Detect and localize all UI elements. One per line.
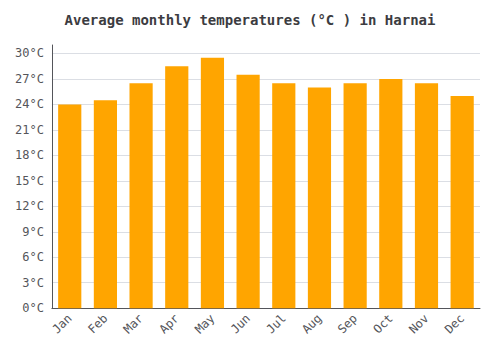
svg-text:24°C: 24°C	[15, 97, 44, 111]
svg-text:21°C: 21°C	[15, 123, 44, 137]
svg-text:Average monthly temperatures (: Average monthly temperatures (°C ) in Ha…	[65, 12, 436, 28]
svg-text:15°C: 15°C	[15, 174, 44, 188]
svg-text:Oct: Oct	[371, 311, 396, 336]
svg-text:6°C: 6°C	[22, 250, 44, 264]
svg-text:Aug: Aug	[299, 311, 324, 336]
svg-text:30°C: 30°C	[15, 46, 44, 60]
svg-text:12°C: 12°C	[15, 199, 44, 213]
svg-text:Feb: Feb	[85, 311, 110, 336]
svg-text:Mar: Mar	[121, 311, 146, 336]
svg-text:9°C: 9°C	[22, 225, 44, 239]
svg-text:Nov: Nov	[406, 311, 431, 336]
svg-text:3°C: 3°C	[22, 276, 44, 290]
svg-text:Apr: Apr	[156, 311, 181, 336]
svg-text:Dec: Dec	[442, 311, 467, 336]
svg-text:Jun: Jun	[228, 311, 253, 336]
svg-text:Sep: Sep	[335, 311, 360, 336]
svg-text:18°C: 18°C	[15, 148, 44, 162]
svg-text:Jul: Jul	[264, 311, 289, 336]
svg-text:0°C: 0°C	[22, 301, 44, 315]
svg-text:Jan: Jan	[49, 311, 74, 336]
svg-text:May: May	[192, 311, 217, 336]
svg-text:27°C: 27°C	[15, 72, 44, 86]
